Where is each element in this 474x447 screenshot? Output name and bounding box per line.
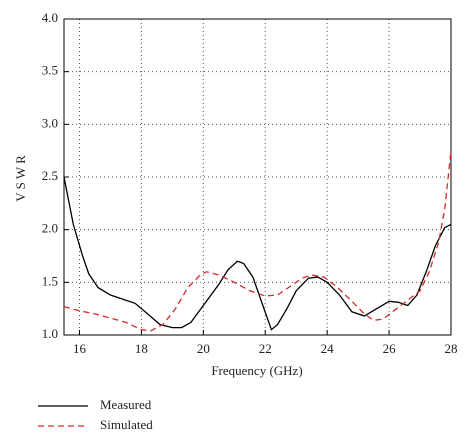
y-tick-label: 3.0 <box>42 115 58 130</box>
x-tick-label: 24 <box>321 341 335 356</box>
series-line <box>63 176 452 331</box>
y-tick-label: 1.5 <box>42 273 58 288</box>
y-axis-label: VSWR <box>13 152 28 202</box>
legend-label: Measured <box>100 397 152 412</box>
y-tick-label: 2.5 <box>42 168 58 183</box>
x-tick-label: 18 <box>135 341 148 356</box>
x-tick-label: 22 <box>259 341 272 356</box>
series-line <box>63 150 452 332</box>
y-tick-label: 4.0 <box>42 10 58 25</box>
y-tick-label: 3.5 <box>42 63 58 78</box>
x-tick-label: 28 <box>445 341 458 356</box>
x-tick-label: 26 <box>383 341 397 356</box>
y-tick-label: 2.0 <box>42 221 58 236</box>
x-tick-label: 16 <box>73 341 87 356</box>
x-tick-label: 20 <box>197 341 210 356</box>
legend-label: Simulated <box>100 417 153 432</box>
x-axis-label: Frequency (GHz) <box>211 363 302 378</box>
y-tick-label: 1.0 <box>42 326 58 341</box>
